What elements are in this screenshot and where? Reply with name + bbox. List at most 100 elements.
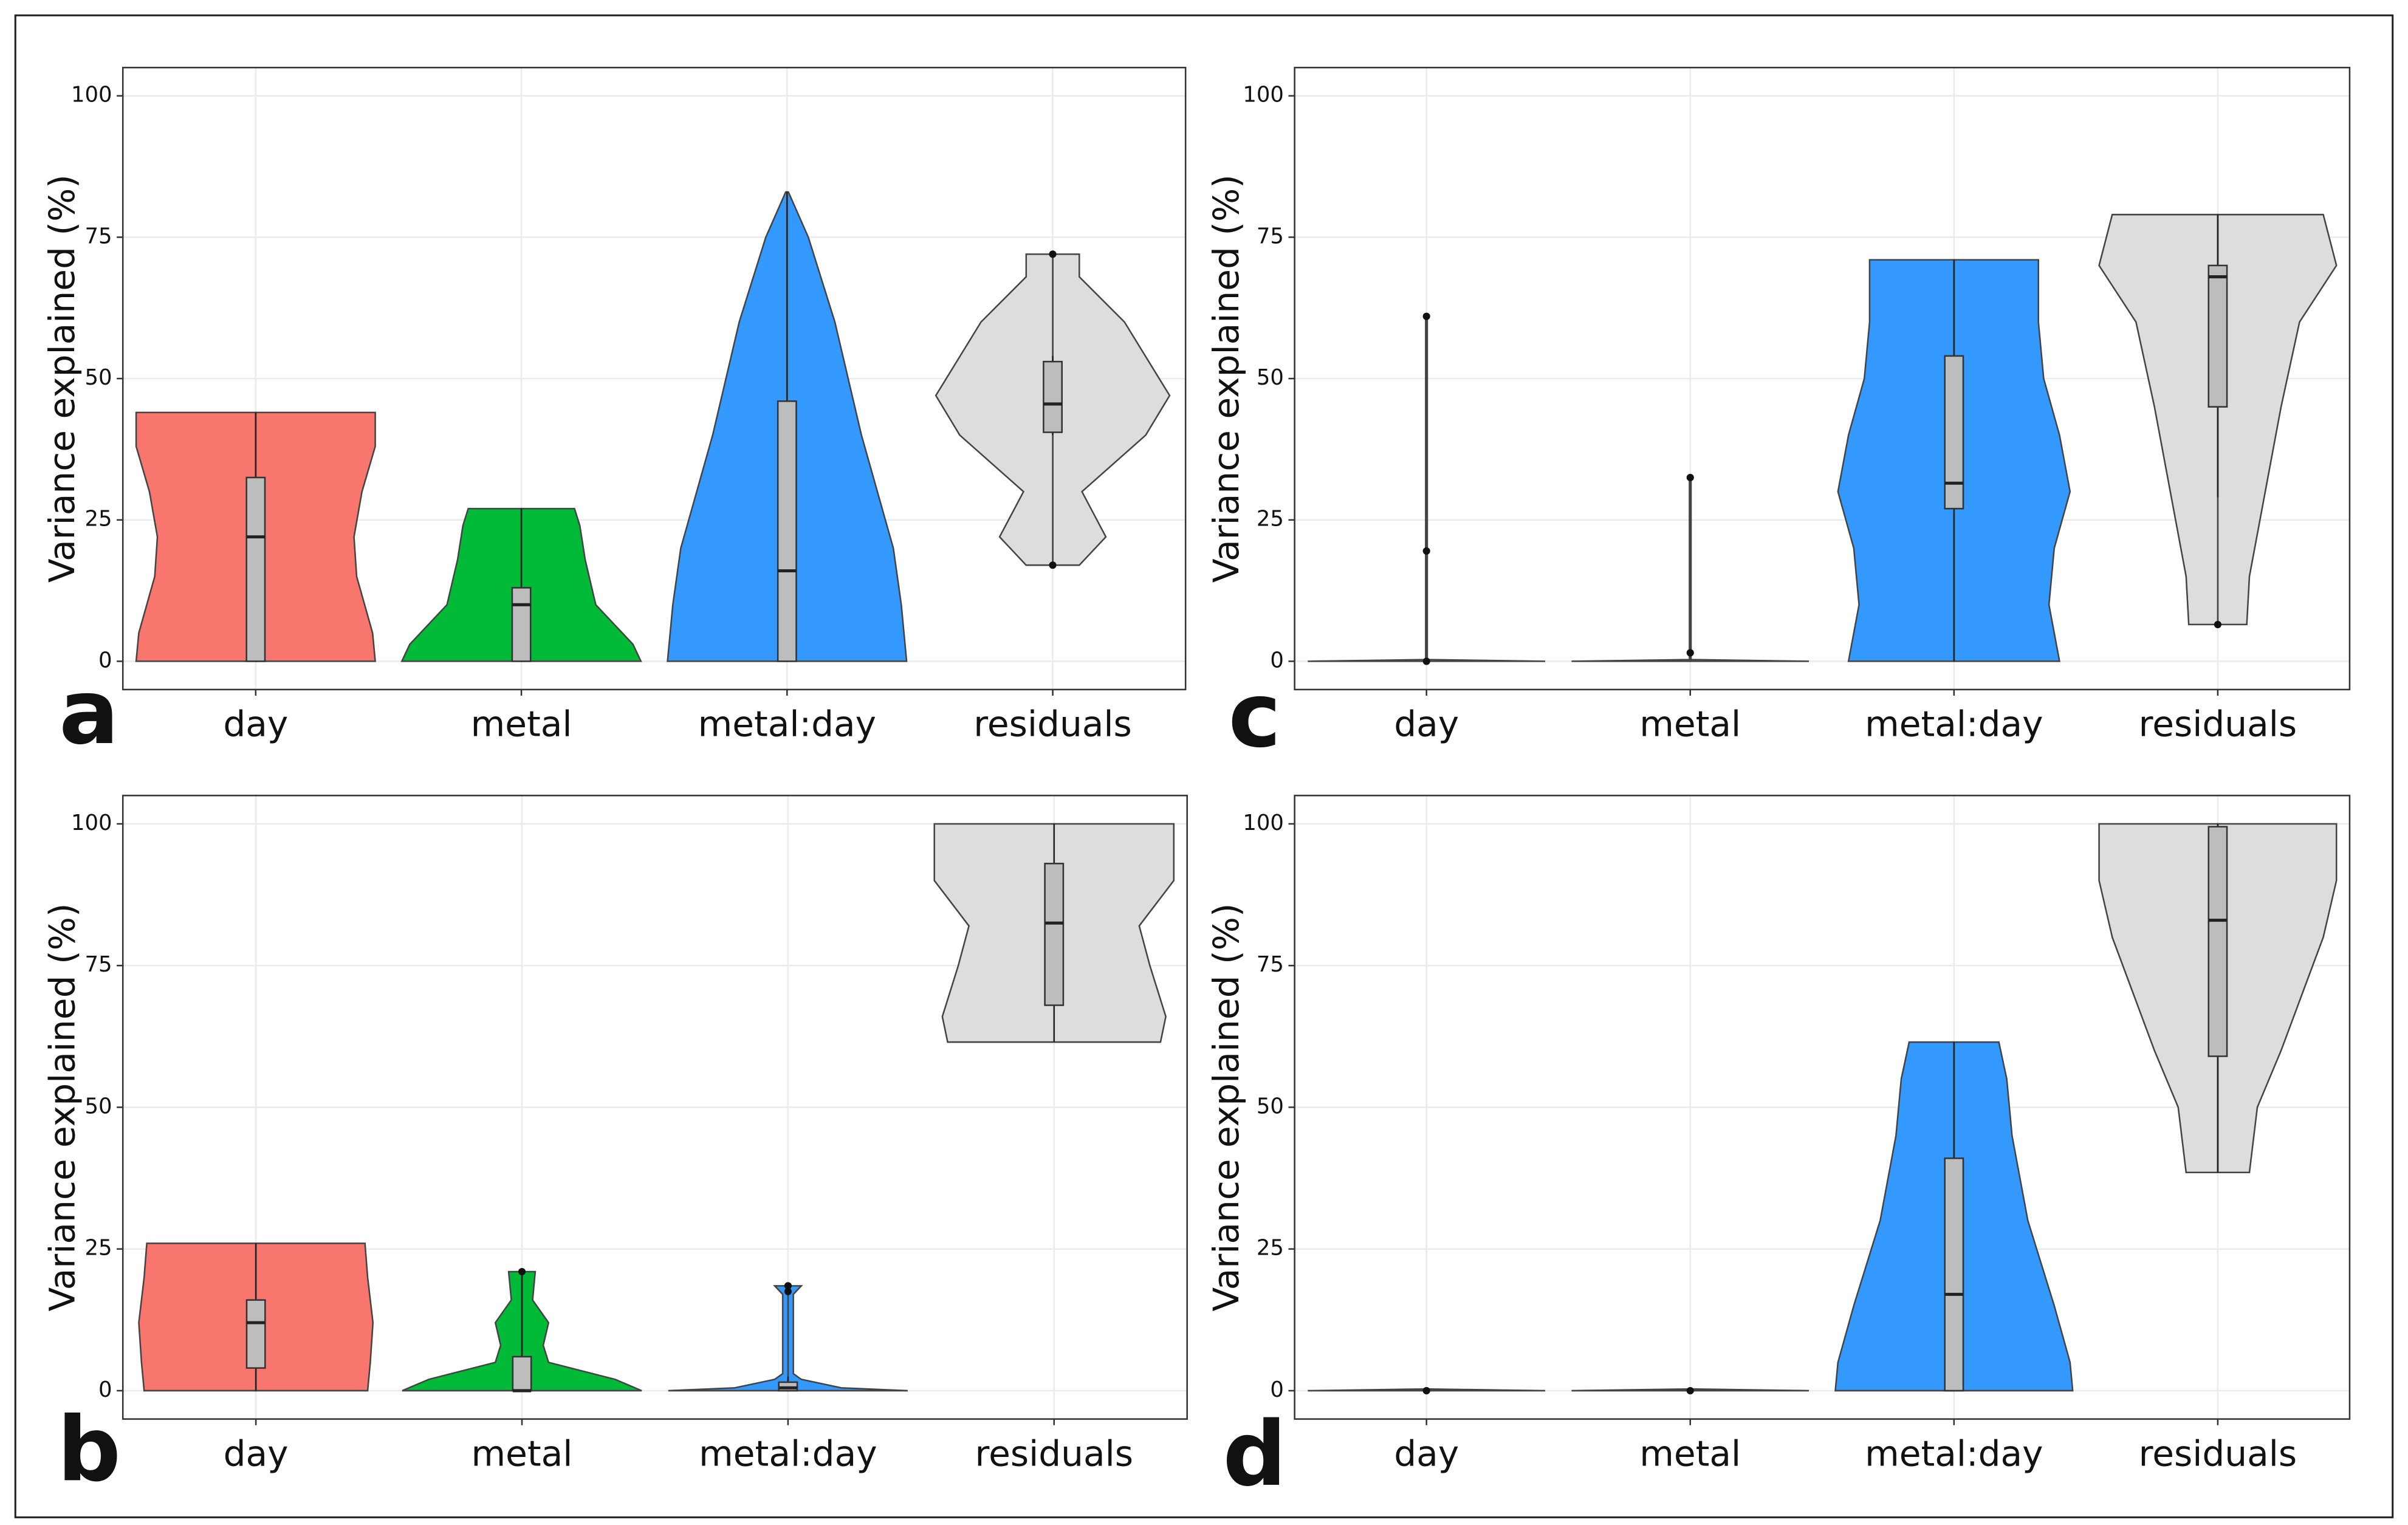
y-tick-label: 25 [84,507,112,532]
x-tick-label: metal [471,704,572,745]
box [1043,360,1063,433]
outlier [2214,620,2221,628]
plot-border [1294,66,2351,691]
y-tick-label: 75 [84,224,112,248]
x-tick-label: day [1394,1433,1459,1474]
x-tick-label: day [223,704,288,745]
y-tick-label: 0 [1270,1377,1284,1402]
violin-half [787,1285,908,1392]
panel: 0 25 50 75 100 day metal metal:day residuals Vari… [41,795,1188,1501]
violin-half [668,1285,789,1392]
outlier [1686,1386,1694,1395]
panel-label: c [1228,663,1281,767]
violin-half [2098,213,2219,626]
x-tick-label: residuals [973,704,1132,745]
plot-border [122,66,1187,691]
x-tick-label: metal:day [698,704,876,745]
violin-half [2217,213,2338,626]
panel: 0 25 50 75 100 day metal metal:day residuals Vari… [1206,795,2351,1506]
violin-half [520,507,642,662]
box [2207,264,2228,408]
plot-border [1294,795,2351,1420]
panel: 0 25 50 75 100 day metal metal:day residuals Vari… [41,66,1187,764]
y-tick-label: 25 [1257,1236,1284,1261]
x-tick-label: metal [472,1433,573,1474]
violin-half [2098,823,2219,1174]
outlier [784,1282,792,1290]
violin-half [1834,1041,1955,1392]
y-axis-label: Variance explained (%) [41,903,83,1311]
y-tick-label: 50 [1257,1094,1284,1119]
y-tick-label: 75 [84,952,112,977]
violin-half [521,1270,642,1392]
outlier [1422,657,1430,665]
x-tick-label: metal:day [699,1433,877,1474]
y-tick-label: 75 [1257,224,1284,248]
outlier [1049,250,1057,258]
violin-half [1053,823,1175,1043]
violin-half [1837,259,1955,662]
box [245,476,266,662]
x-tick-label: day [224,1433,289,1474]
box [1944,1157,1964,1392]
box [777,400,797,662]
y-tick-label: 50 [84,1094,112,1119]
x-tick-label: metal:day [1865,704,2043,745]
box [2207,826,2228,1057]
violin-half [1308,315,1427,662]
violin-half [935,253,1054,566]
y-axis-label: Variance explained (%) [41,174,83,583]
x-tick-label: day [1394,704,1459,745]
violin-half [400,507,523,662]
outlier [1686,473,1694,482]
violin-half [1953,1041,2074,1392]
outlier [1422,547,1430,555]
y-tick-label: 100 [1243,83,1284,108]
x-tick-label: metal [1639,1433,1741,1474]
box [511,587,532,662]
outlier [1049,561,1057,569]
violin-half [138,1242,257,1392]
y-tick-label: 25 [84,1236,112,1261]
outlier [1422,312,1430,320]
violin-half [255,411,376,662]
y-tick-label: 0 [98,648,112,673]
y-tick-label: 100 [1243,810,1284,835]
y-tick-label: 100 [71,810,112,835]
violin-half [2217,823,2338,1174]
y-tick-label: 0 [1270,648,1284,673]
panel-label: a [59,660,119,764]
violin-half [1571,476,1692,662]
plot-border [122,795,1188,1420]
panel: 0 25 50 75 100 day metal metal:day residuals Vari… [1206,66,2351,767]
outlier [784,1287,792,1295]
x-tick-label: residuals [975,1433,1133,1474]
outlier [1686,649,1694,657]
violin-half [402,1270,523,1392]
box [512,1355,532,1392]
y-tick-label: 50 [1257,365,1284,390]
box [245,1299,266,1369]
violin-half [135,411,257,662]
x-tick-label: metal [1639,704,1741,745]
y-axis-label: Variance explained (%) [1206,174,1247,583]
x-tick-label: metal:day [1865,1433,2043,1474]
violin-half [1953,259,2071,662]
panel-label: d [1223,1402,1286,1506]
violin-half [933,823,1055,1043]
x-tick-label: residuals [2139,1433,2297,1474]
violin-half [1052,253,1171,566]
violin-half [255,1242,374,1392]
y-tick-label: 25 [1257,507,1284,532]
x-tick-label: residuals [2139,704,2297,745]
box [1044,863,1065,1006]
y-tick-label: 0 [98,1377,112,1402]
outlier [1422,1386,1430,1395]
y-tick-label: 100 [71,83,112,108]
box [1944,355,1964,510]
y-tick-label: 50 [84,365,112,390]
y-axis-label: Variance explained (%) [1206,903,1247,1311]
y-tick-label: 75 [1257,952,1284,977]
panel-label: b [57,1397,121,1501]
